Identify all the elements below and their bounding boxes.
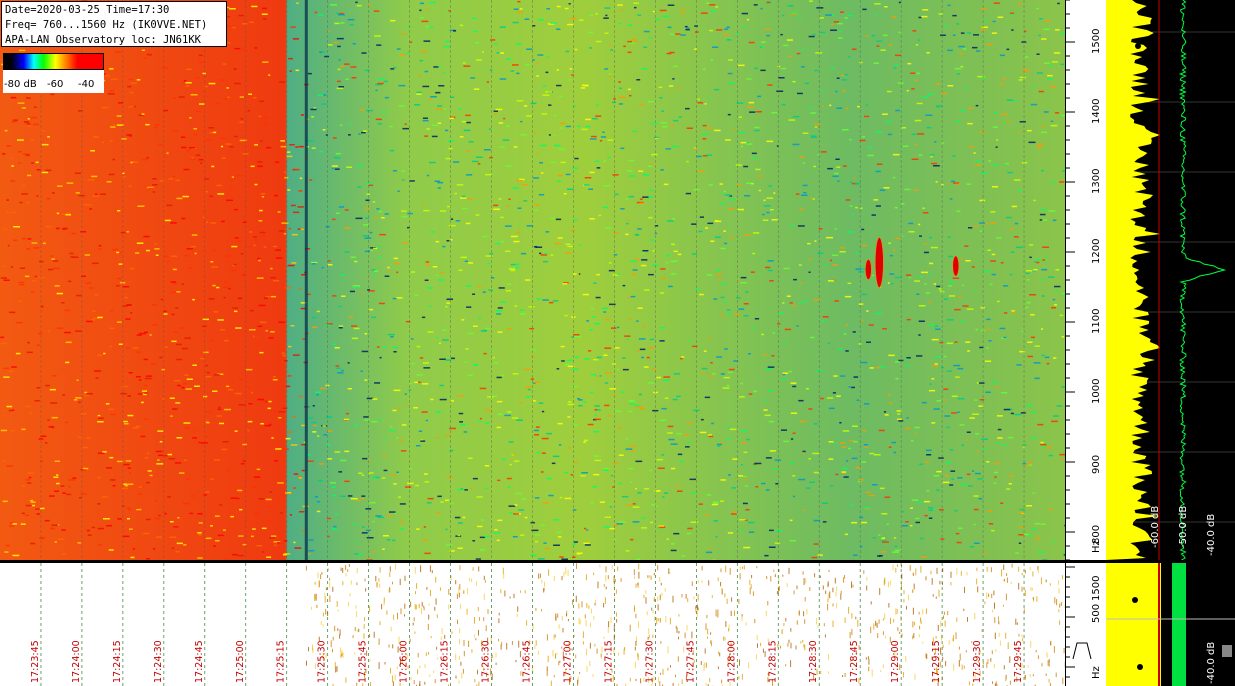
time-tick-label: 17:26:30	[481, 640, 492, 683]
time-tick-label: 17:24:15	[112, 640, 123, 683]
freq-tick-label: 800	[1091, 525, 1102, 544]
spectrum-label-50: -50.0 dB	[1178, 506, 1189, 548]
time-tick-label: 17:24:45	[194, 640, 205, 683]
colorbar-label-min: -80 dB	[4, 79, 37, 90]
colorbar-label-max: -40	[78, 79, 95, 90]
signal-event	[952, 255, 960, 277]
spectrum-panel-bottom: -40.0 dB	[1106, 563, 1235, 686]
header-info: Date=2020-03-25 Time=17:30 Freq= 760...1…	[1, 1, 227, 47]
waterfall-noise	[0, 0, 1065, 560]
secondary-waterfall: 17:23:45 17:24:00 17:24:15 17:24:30 17:24:45…	[0, 563, 1065, 686]
time-tick-label: 17:28:00	[726, 640, 737, 683]
waterfall-spectrogram	[0, 0, 1065, 560]
freq-tick-label-bottom: 1500	[1091, 576, 1102, 601]
spectrum-label-60: -60.0 dB	[1150, 506, 1161, 548]
freq-tick-label: 1000	[1091, 379, 1102, 404]
time-tick-label: 17:23:45	[30, 640, 41, 683]
time-tick-label: 17:24:00	[71, 640, 82, 683]
spectrum-trace-yellow	[1106, 0, 1161, 560]
time-tick-label: 17:25:30	[317, 640, 328, 683]
colorbar-label-mid: -60	[47, 79, 64, 90]
frequency-line: Freq= 760...1560 Hz (IK0VVE.NET)	[5, 19, 208, 31]
time-tick-label: 17:26:00	[399, 640, 410, 683]
time-tick-label: 17:28:45	[849, 640, 860, 683]
signal-event	[875, 237, 884, 288]
axis-bracket	[1072, 642, 1092, 660]
freq-tick-label: 1300	[1091, 169, 1102, 194]
time-tick-label: 17:25:15	[276, 640, 287, 683]
time-tick-label: 17:24:30	[153, 640, 164, 683]
time-gridlines-bottom	[40, 563, 1025, 686]
time-tick-label: 17:27:30	[644, 640, 655, 683]
time-tick-label: 17:28:15	[767, 640, 778, 683]
transition-edge	[304, 0, 308, 560]
bottom-marker-2	[1137, 664, 1143, 670]
spectrum-trace-green	[1178, 0, 1227, 560]
time-tick-label: 17:27:45	[685, 640, 696, 683]
time-tick-label: 17:29:30	[972, 640, 983, 683]
colorbar-legend: -80 dB -60 -40	[3, 53, 104, 93]
time-tick-label: 17:29:15	[931, 640, 942, 683]
time-axis: 17:23:45 17:24:00 17:24:15 17:24:30 17:24:45…	[30, 640, 1024, 683]
freq-tick-label: 900	[1091, 455, 1102, 474]
time-tick-label: 17:27:00	[562, 640, 573, 683]
time-tick-label: 17:26:15	[440, 640, 451, 683]
frequency-axis-bottom: 500 1500 Hz	[1065, 563, 1106, 686]
observatory-line: APA-LAN Observatory loc: JN61KK	[5, 34, 201, 46]
signal-events	[865, 237, 960, 288]
time-tick-label: 17:27:15	[603, 640, 614, 683]
hz-label-bottom: Hz	[1091, 666, 1102, 679]
spectrum-label-40: -40.0 dB	[1206, 514, 1217, 556]
freq-tick-label: 1400	[1091, 99, 1102, 124]
freq-tick-label: 1100	[1091, 309, 1102, 334]
bottom-marker-1	[1132, 597, 1138, 603]
colorbar-gradient	[3, 53, 104, 70]
spectrum-panel: -60.0 dB -50.0 dB -40.0 dB	[1106, 0, 1235, 560]
bottom-spectrum-label: -40.0 dB	[1206, 642, 1217, 684]
freq-tick-label: 1500	[1091, 29, 1102, 54]
frequency-axis: 800 900 1000 1100 1200 1300 1400 1500 Hz	[1065, 0, 1106, 560]
time-tick-label: 17:25:45	[358, 640, 369, 683]
spectrum-marker	[1135, 43, 1141, 49]
time-gridlines	[40, 0, 1025, 560]
signal-event	[865, 259, 872, 280]
time-tick-label: 17:28:30	[808, 640, 819, 683]
secondary-noise	[305, 563, 1065, 686]
freq-tick-label-bottom: 500	[1091, 604, 1102, 623]
time-tick-label: 17:29:45	[1013, 640, 1024, 683]
time-tick-label: 17:25:00	[235, 640, 246, 683]
time-tick-label: 17:26:45	[522, 640, 533, 683]
panel-divider	[0, 560, 1235, 563]
hz-label: Hz	[1091, 540, 1102, 553]
date-time-line: Date=2020-03-25 Time=17:30	[5, 4, 170, 16]
time-tick-label: 17:29:00	[890, 640, 901, 683]
freq-tick-label: 1200	[1091, 239, 1102, 264]
